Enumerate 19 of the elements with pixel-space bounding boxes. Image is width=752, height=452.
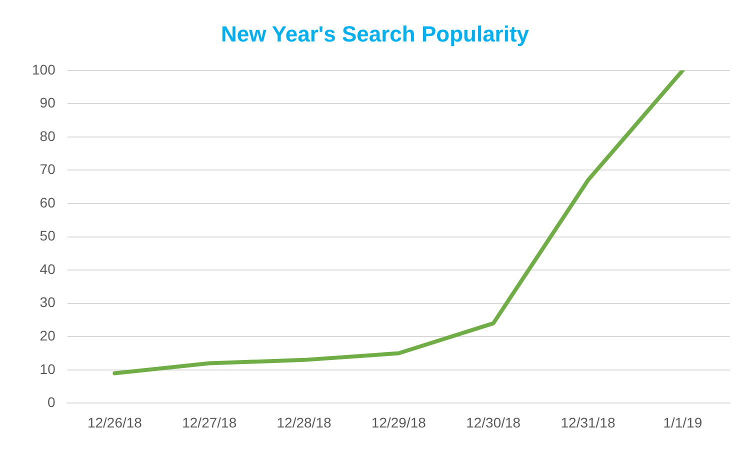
y-tick-label: 0 — [48, 394, 56, 410]
y-tick-label: 10 — [40, 360, 56, 377]
x-tick-label: 12/31/18 — [560, 414, 616, 430]
y-tick-label: 100 — [32, 61, 56, 78]
x-tick-label: 1/1/19 — [663, 414, 702, 430]
x-tick-label: 12/27/18 — [182, 414, 237, 430]
y-tick-label: 70 — [40, 161, 56, 178]
x-tick-label: 12/30/18 — [466, 414, 521, 430]
y-tick-label: 40 — [40, 260, 56, 277]
x-tick-label: 12/28/18 — [276, 414, 332, 430]
y-tick-label: 80 — [40, 128, 56, 144]
y-tick-label: 90 — [40, 94, 56, 111]
y-tick-label: 50 — [40, 228, 56, 244]
y-tick-label: 20 — [40, 328, 56, 344]
y-tick-label: 30 — [40, 294, 56, 310]
chart-title: New Year's Search Popularity — [220, 21, 530, 46]
x-tick-label: 12/26/18 — [87, 414, 142, 430]
y-tick-label: 60 — [40, 194, 56, 210]
x-tick-label: 12/29/18 — [371, 414, 426, 430]
